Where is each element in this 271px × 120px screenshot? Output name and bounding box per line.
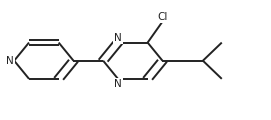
Text: N: N [7, 56, 14, 66]
Text: Cl: Cl [157, 12, 168, 22]
Text: N: N [114, 33, 122, 43]
Text: N: N [114, 79, 122, 89]
